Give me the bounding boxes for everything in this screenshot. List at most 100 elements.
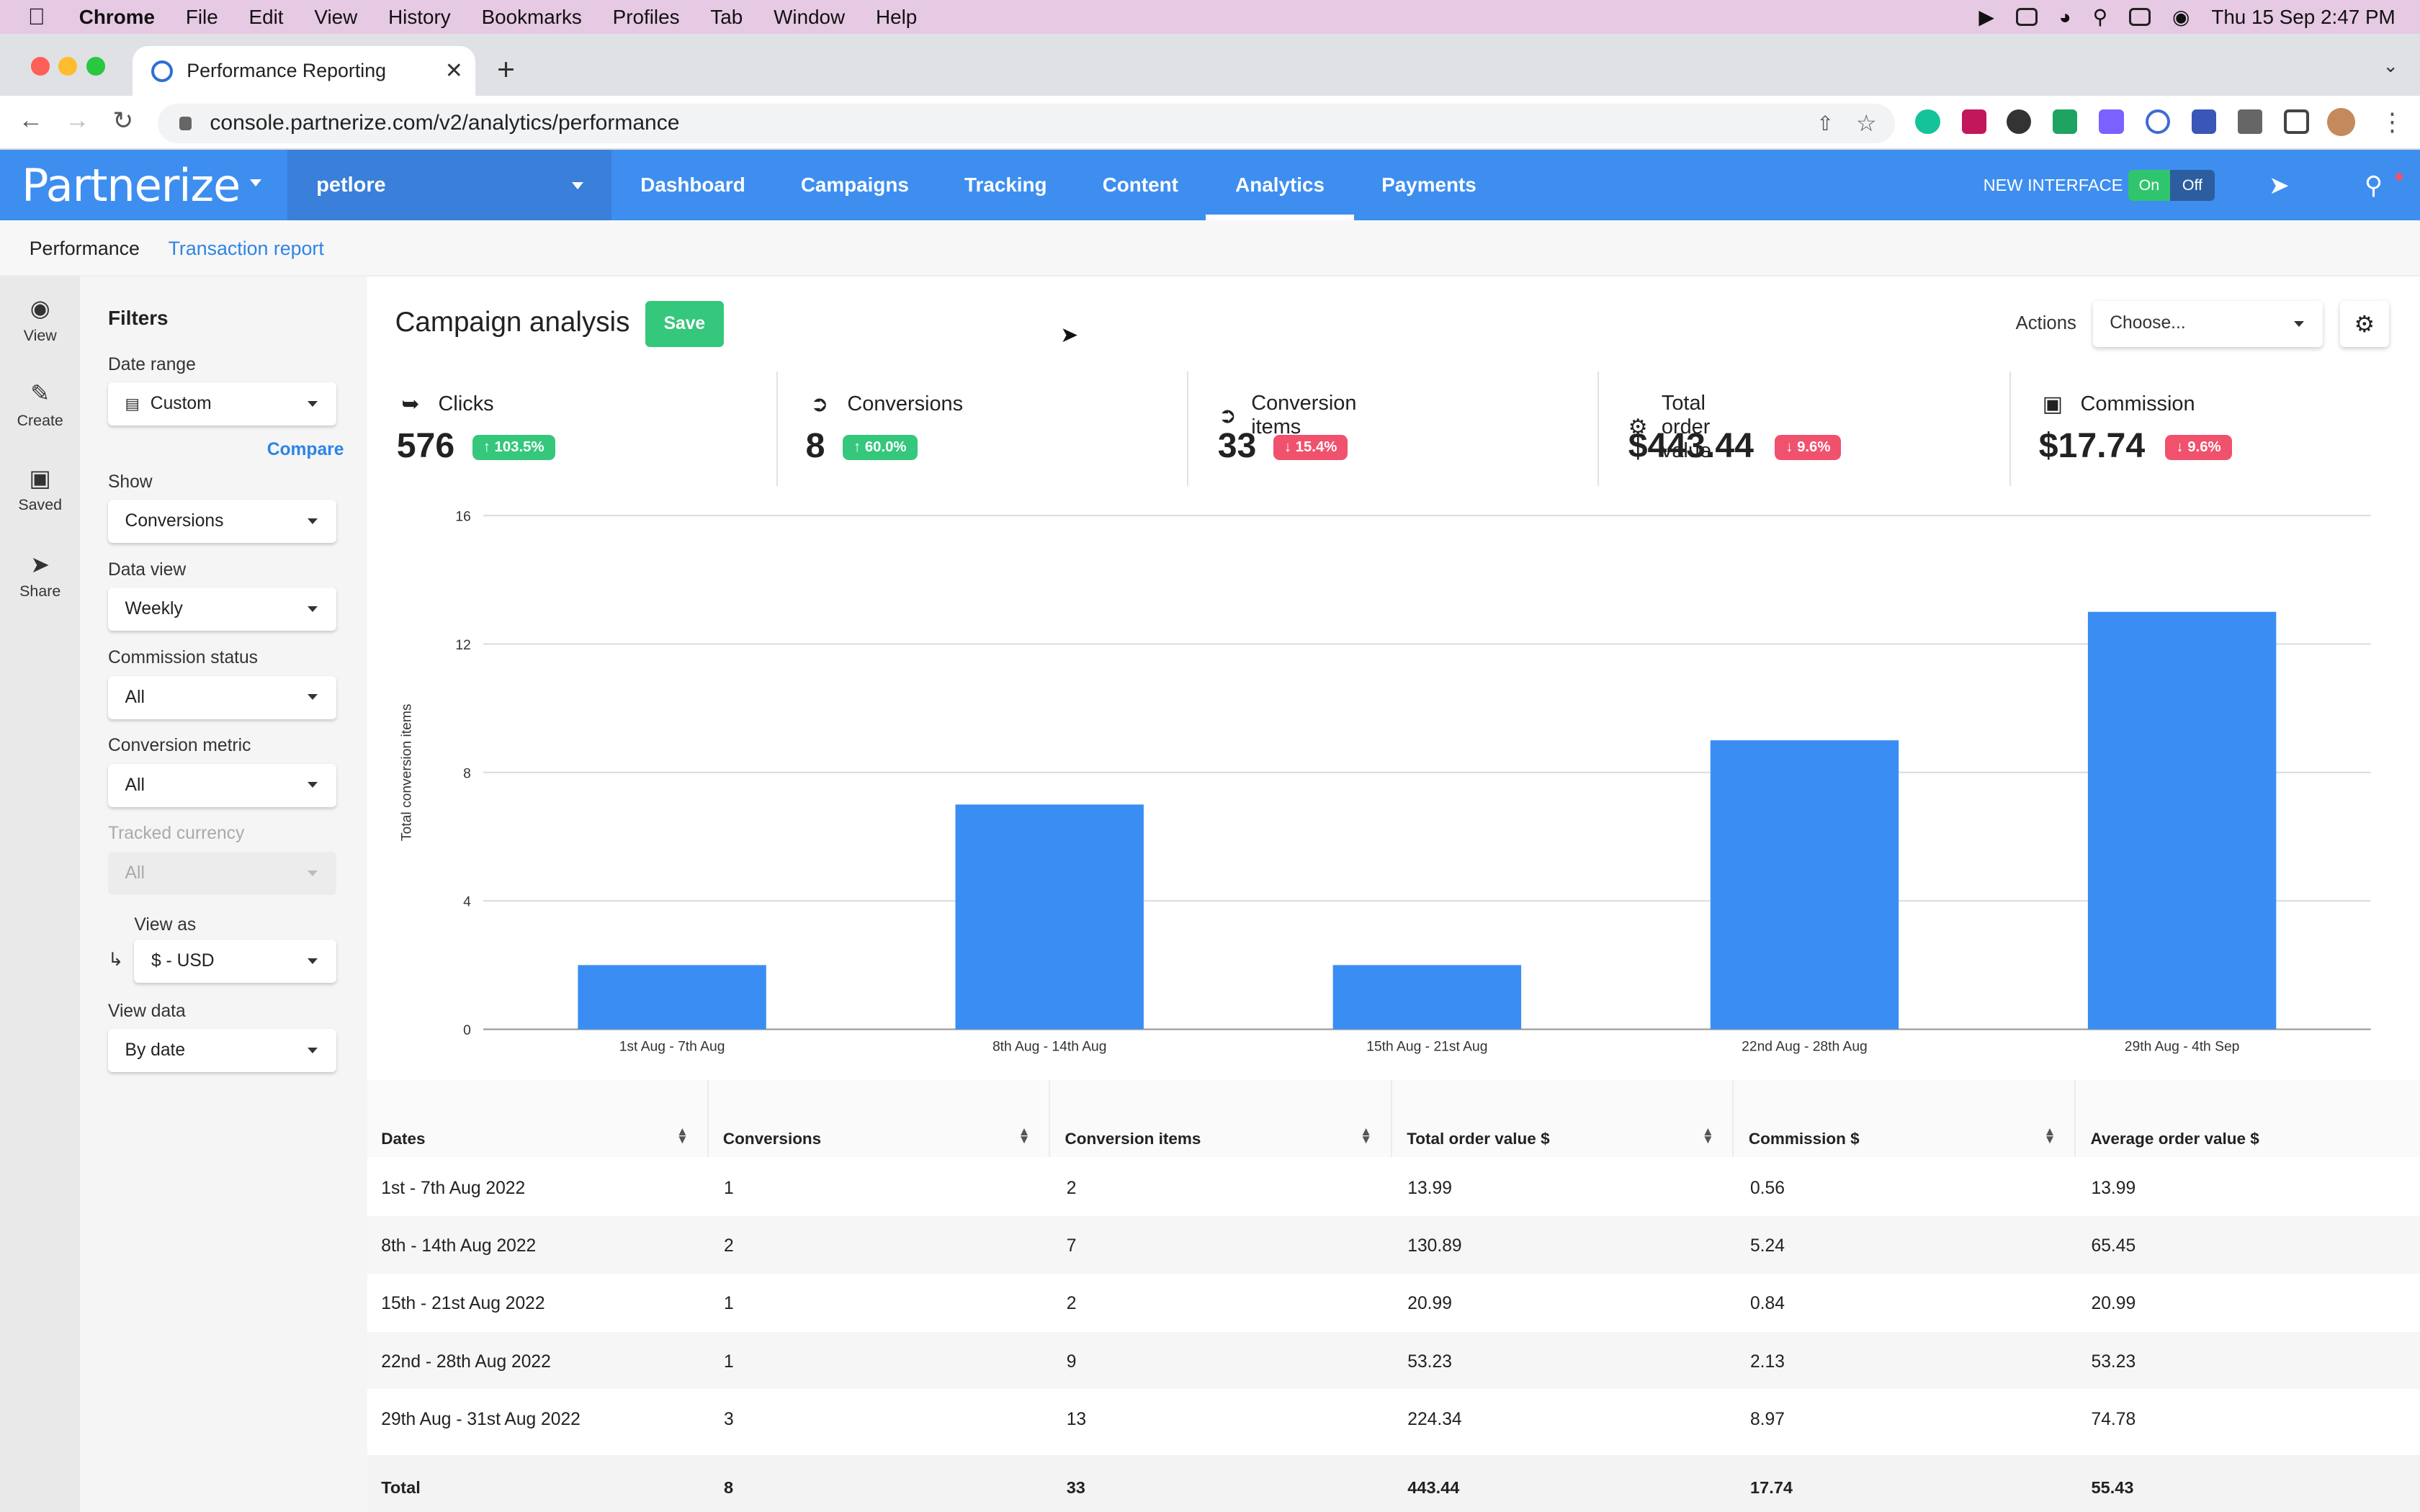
date-range-select[interactable]: ▤ Custom bbox=[107, 382, 337, 426]
table-cell: 9 bbox=[1066, 1351, 1077, 1372]
view-data-select[interactable]: By date bbox=[107, 1029, 337, 1073]
sort-icon[interactable]: ▲ ▼ bbox=[1018, 1124, 1031, 1147]
table-cell: 224.34 bbox=[1407, 1409, 1462, 1429]
apple-icon[interactable]:  bbox=[0, 4, 63, 30]
rail-share[interactable]: ➤ Share bbox=[0, 551, 80, 600]
wifi-icon[interactable]: ◕ bbox=[2058, 5, 2071, 28]
search-icon[interactable]: ⚲ bbox=[2092, 6, 2108, 29]
sort-icon[interactable]: ▲ ▼ bbox=[676, 1124, 689, 1147]
puzzle-extensions-icon[interactable] bbox=[2238, 109, 2263, 135]
actions-value: Choose... bbox=[2110, 312, 2186, 333]
column-header[interactable]: Conversions ▲ ▼ bbox=[709, 1080, 1051, 1158]
rail-saved[interactable]: ▣ Saved bbox=[0, 464, 80, 514]
extension-icon[interactable] bbox=[1961, 109, 1986, 135]
side-panel-icon[interactable] bbox=[2284, 109, 2309, 135]
bookmark-star-icon[interactable]: ☆ bbox=[1855, 110, 1877, 137]
tab-close-icon[interactable]: ✕ bbox=[444, 59, 463, 84]
subnav-performance[interactable]: Performance bbox=[29, 237, 140, 259]
menu-tab[interactable]: Tab bbox=[693, 5, 743, 28]
lock-icon[interactable] bbox=[179, 116, 192, 131]
lightbulb-icon[interactable]: ⚲ bbox=[2364, 171, 2383, 199]
rocket-icon[interactable]: ➤ bbox=[2269, 171, 2290, 199]
save-button[interactable]: Save bbox=[645, 300, 724, 348]
menu-help[interactable]: Help bbox=[858, 5, 917, 28]
extension-icon[interactable] bbox=[2145, 109, 2170, 135]
settings-button[interactable]: ⚙ bbox=[2339, 300, 2390, 348]
rail-create[interactable]: ✎ Create bbox=[0, 379, 80, 429]
compare-link[interactable]: Compare bbox=[266, 439, 344, 459]
app-header: Partnerize petlore Dashboard Campaigns T… bbox=[0, 149, 2420, 221]
menu-chrome[interactable]: Chrome bbox=[61, 5, 155, 28]
extension-icon[interactable] bbox=[2099, 109, 2124, 135]
control-center-icon[interactable] bbox=[2129, 7, 2151, 27]
share-icon[interactable]: ⇧ bbox=[1816, 112, 1834, 135]
partnerize-logo[interactable]: Partnerize bbox=[22, 158, 241, 212]
nav-campaigns[interactable]: Campaigns bbox=[800, 174, 909, 197]
reload-icon[interactable]: ↻ bbox=[112, 107, 134, 135]
actions-select[interactable]: Choose... bbox=[2092, 300, 2323, 348]
data-view-select[interactable]: Weekly bbox=[107, 588, 337, 631]
close-window-button[interactable] bbox=[30, 57, 50, 76]
rail-view[interactable]: ◉ View bbox=[0, 294, 80, 344]
sort-icon[interactable]: ▲ ▼ bbox=[1701, 1124, 1714, 1147]
tab-search-chevron-icon[interactable]: ⌄ bbox=[2383, 56, 2398, 77]
browser-tab[interactable]: Performance Reporting ✕ bbox=[133, 46, 475, 96]
table-row[interactable]: 29th Aug - 31st Aug 2022 3 13 224.34 8.97 74.… bbox=[367, 1390, 2420, 1446]
brand-selector[interactable]: petlore bbox=[287, 149, 611, 221]
table-row[interactable]: 15th - 21st Aug 2022 1 2 20.99 0.84 20.99 bbox=[367, 1274, 2420, 1331]
nav-payments[interactable]: Payments bbox=[1381, 174, 1476, 197]
forward-arrow-icon[interactable]: → bbox=[65, 106, 90, 134]
nav-tracking[interactable]: Tracking bbox=[964, 174, 1047, 197]
menu-profiles[interactable]: Profiles bbox=[595, 5, 680, 28]
new-interface-toggle[interactable]: On Off bbox=[2128, 169, 2215, 201]
url-text[interactable]: console.partnerize.com/v2/analytics/perf… bbox=[210, 111, 680, 135]
avatar[interactable] bbox=[2327, 107, 2355, 136]
extension-icon[interactable] bbox=[2053, 109, 2078, 135]
new-tab-button[interactable]: + bbox=[497, 52, 516, 87]
kpi-value: $443.44 bbox=[1628, 426, 1754, 466]
sort-icon[interactable]: ▲ ▼ bbox=[2043, 1124, 2056, 1147]
maximize-window-button[interactable] bbox=[86, 57, 105, 76]
grammarly-extension-icon[interactable] bbox=[1915, 109, 1940, 135]
bar bbox=[578, 965, 766, 1030]
subnav-transaction-report[interactable]: Transaction report bbox=[168, 237, 324, 259]
table-row[interactable]: 22nd - 28th Aug 2022 1 9 53.23 2.13 53.23 bbox=[367, 1331, 2420, 1389]
filters-title: Filters bbox=[107, 307, 169, 330]
menu-history[interactable]: History bbox=[370, 5, 451, 28]
nav-dashboard[interactable]: Dashboard bbox=[640, 174, 745, 197]
battery-icon[interactable] bbox=[2015, 7, 2038, 27]
commission-status-select[interactable]: All bbox=[107, 675, 337, 719]
column-header[interactable]: Commission $ ▲ ▼ bbox=[1735, 1080, 2076, 1158]
clock[interactable]: Thu 15 Sep 2:47 PM bbox=[2211, 5, 2396, 28]
nav-analytics[interactable]: Analytics bbox=[1206, 150, 1354, 221]
table-row[interactable]: 8th - 14th Aug 2022 2 7 130.89 5.24 65.45 bbox=[367, 1216, 2420, 1274]
show-select[interactable]: Conversions bbox=[107, 500, 337, 544]
table-cell: 22nd - 28th Aug 2022 bbox=[381, 1351, 551, 1372]
siri-icon[interactable]: ◉ bbox=[2172, 6, 2190, 29]
extension-icon[interactable] bbox=[2006, 109, 2031, 135]
menu-bookmarks[interactable]: Bookmarks bbox=[464, 5, 582, 28]
menu-file[interactable]: File bbox=[168, 5, 218, 28]
sub-nav: Performance Transaction report bbox=[0, 220, 2420, 276]
conversion-metric-select[interactable]: All bbox=[107, 763, 337, 807]
menu-edit[interactable]: Edit bbox=[231, 5, 284, 28]
back-arrow-icon[interactable]: ← bbox=[18, 106, 43, 134]
minimize-window-button[interactable] bbox=[58, 57, 78, 76]
address-bar[interactable]: console.partnerize.com/v2/analytics/perf… bbox=[157, 103, 1896, 144]
play-icon[interactable]: ▶ bbox=[1978, 6, 1994, 29]
more-vertical-icon[interactable]: ⋮ bbox=[2380, 108, 2405, 136]
view-as-select[interactable]: $ - USD bbox=[134, 939, 337, 983]
column-header[interactable]: Dates ▲ ▼ bbox=[367, 1080, 709, 1158]
extension-icon[interactable] bbox=[2191, 109, 2217, 135]
menu-view[interactable]: View bbox=[297, 5, 357, 28]
sort-icon[interactable]: ▲ ▼ bbox=[1360, 1124, 1373, 1147]
table-row[interactable]: 1st - 7th Aug 2022 1 2 13.99 0.56 13.99 bbox=[367, 1158, 2420, 1215]
column-header[interactable]: Average order value $ bbox=[2076, 1080, 2418, 1157]
toggle-off[interactable]: Off bbox=[2169, 169, 2215, 201]
logo-caret-icon[interactable] bbox=[250, 179, 262, 186]
nav-content[interactable]: Content bbox=[1102, 174, 1178, 197]
menu-window[interactable]: Window bbox=[756, 5, 845, 28]
toggle-on[interactable]: On bbox=[2128, 169, 2170, 201]
column-header[interactable]: Total order value $ ▲ ▼ bbox=[1393, 1080, 1734, 1158]
column-header[interactable]: Conversion items ▲ ▼ bbox=[1051, 1080, 1392, 1158]
